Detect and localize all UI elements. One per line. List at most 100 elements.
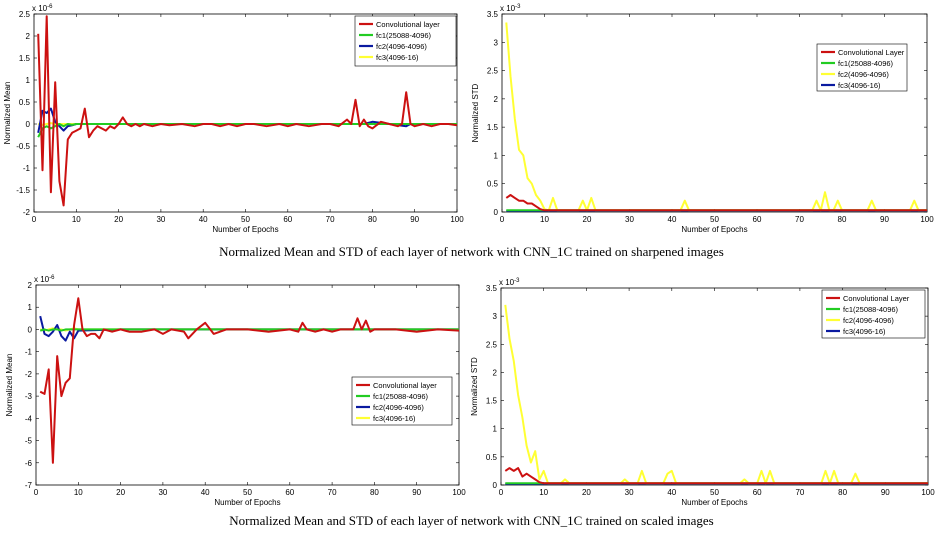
x-tick-label: 90: [880, 215, 889, 224]
x-tick-label: 10: [540, 215, 549, 224]
x-tick-label: 100: [921, 488, 935, 497]
legend: Convolutional layer fc1(25088-4096) fc2(40…: [354, 15, 457, 67]
y-tick-label: 3: [494, 38, 499, 47]
x-tick-label: 80: [370, 488, 379, 497]
x-tick-label: 0: [32, 215, 37, 224]
y-tick-label: -6: [25, 459, 33, 468]
legend-label: fc2(4096-4096): [376, 42, 427, 51]
x-tick-label: 60: [753, 215, 762, 224]
y-tick-label: 2: [493, 368, 498, 377]
y-tick-label: -1: [25, 348, 33, 357]
y-tick-label: -1.5: [16, 186, 30, 195]
y-tick-label: 1: [494, 151, 499, 160]
legend-label: fc1(25088-4096): [843, 305, 899, 314]
y-tick-label: 0.5: [486, 453, 498, 462]
y-tick-label: 0.5: [487, 180, 499, 189]
x-tick-label: 70: [326, 215, 335, 224]
mean-chart-sharpened: 0 10 20 30 40 50 60 70 80 90 100 -2 -1.5 -1 -0.5 0 0.5 1 1…: [3, 4, 464, 234]
y-tick-label: 2.5: [486, 340, 498, 349]
x-tick-label: 90: [410, 215, 419, 224]
x-tick-label: 20: [583, 215, 592, 224]
y-tick-label: 1: [26, 76, 31, 85]
mean-chart-scaled: 0 10 20 30 40 50 60 70 80 90 100 -7 -6 -5 -4 -3 -2 -1 0 1 2x…: [5, 275, 466, 507]
y-tick-label: 0: [493, 481, 498, 490]
y-tick-label: 3: [493, 312, 498, 321]
x-tick-label: 90: [412, 488, 421, 497]
x-tick-label: 10: [72, 215, 81, 224]
x-tick-label: 30: [625, 488, 634, 497]
y-axis-label: Normalized STD: [470, 357, 479, 416]
y-tick-label: -2: [25, 370, 33, 379]
x-tick-label: 0: [500, 215, 505, 224]
x-tick-label: 20: [116, 488, 125, 497]
y-tick-label: 3.5: [486, 284, 498, 293]
legend-label: fc2(4096-4096): [843, 316, 894, 325]
legend: Convolutional Layer fc1(25088-4096) fc2(40…: [816, 43, 908, 92]
caption-scaled: Normalized Mean and STD of each layer of…: [229, 513, 714, 528]
x-tick-label: 60: [285, 488, 294, 497]
x-tick-label: 20: [114, 215, 123, 224]
y-tick-label: 2: [28, 281, 33, 290]
y-tick-label: 2: [26, 32, 31, 41]
y-tick-label: 0.5: [19, 98, 31, 107]
x-tick-label: 100: [920, 215, 934, 224]
caption-sharpened: Normalized Mean and STD of each layer of…: [219, 244, 724, 259]
x-tick-label: 40: [201, 488, 210, 497]
x-tick-label: 0: [34, 488, 39, 497]
x-tick-label: 10: [74, 488, 83, 497]
x-tick-label: 60: [753, 488, 762, 497]
legend: Convolutional Layer fc1(25088-4096) fc2(40…: [821, 289, 926, 339]
legend-label: fc1(25088-4096): [838, 59, 894, 68]
series-line-1: [39, 297, 460, 464]
x-tick-label: 30: [156, 215, 165, 224]
legend-label: fc1(25088-4096): [376, 31, 432, 40]
x-tick-label: 40: [668, 215, 677, 224]
y-axis-label: Normalized Mean: [3, 82, 12, 145]
x-tick-label: 80: [368, 215, 377, 224]
x-tick-label: 50: [710, 215, 719, 224]
y-tick-label: 0: [28, 325, 33, 334]
y-tick-label: 0: [26, 120, 31, 129]
x-tick-label: 90: [881, 488, 890, 497]
y-tick-label: 2.5: [487, 67, 499, 76]
y-tick-label: 3.5: [487, 10, 499, 19]
y-exponent-label: x 10-6: [32, 4, 53, 13]
legend-label: fc3(4096-16): [838, 81, 881, 90]
series-line-2: [39, 328, 459, 332]
y-tick-label: 2: [494, 95, 499, 104]
y-exponent-label: x 10-6: [34, 275, 55, 284]
x-tick-label: 40: [199, 215, 208, 224]
y-tick-label: 1.5: [19, 54, 31, 63]
legend-label: fc3(4096-16): [843, 327, 886, 336]
y-tick-label: -0.5: [16, 142, 30, 151]
x-tick-label: 100: [452, 488, 466, 497]
y-tick-label: -4: [25, 414, 33, 423]
x-tick-label: 70: [795, 215, 804, 224]
x-tick-label: 70: [328, 488, 337, 497]
x-tick-label: 30: [158, 488, 167, 497]
x-axis-label: Number of Epochs: [681, 225, 747, 234]
x-tick-label: 0: [499, 488, 504, 497]
legend: Convolutional layer fc1(25088-4096) fc2(40…: [351, 376, 453, 426]
y-exponent-label: x 10-3: [499, 278, 520, 287]
y-tick-label: -2: [23, 208, 31, 217]
x-axis-label: Number of Epochs: [681, 498, 747, 507]
legend-label: Convolutional Layer: [838, 48, 905, 57]
x-tick-label: 30: [625, 215, 634, 224]
x-tick-label: 10: [539, 488, 548, 497]
y-tick-label: 1.5: [486, 397, 498, 406]
y-tick-label: 0: [494, 208, 499, 217]
x-axis-label: Number of Epochs: [212, 225, 278, 234]
std-chart-sharpened: 0 10 20 30 40 50 60 70 80 90 100 0 0.5 1 1.5 2 2.5 3 3.5x …: [471, 4, 934, 234]
x-tick-label: 60: [283, 215, 292, 224]
legend-label: fc2(4096-4096): [838, 70, 889, 79]
legend-label: Convolutional layer: [373, 381, 437, 390]
y-axis-label: Normalized Mean: [5, 354, 14, 417]
legend-label: fc3(4096-16): [373, 414, 416, 423]
legend-label: Convolutional Layer: [843, 294, 910, 303]
y-tick-label: -5: [25, 437, 33, 446]
x-tick-label: 20: [582, 488, 591, 497]
x-tick-label: 50: [243, 488, 252, 497]
y-axis-label: Normalized STD: [471, 83, 480, 142]
y-tick-label: 1.5: [487, 123, 499, 132]
